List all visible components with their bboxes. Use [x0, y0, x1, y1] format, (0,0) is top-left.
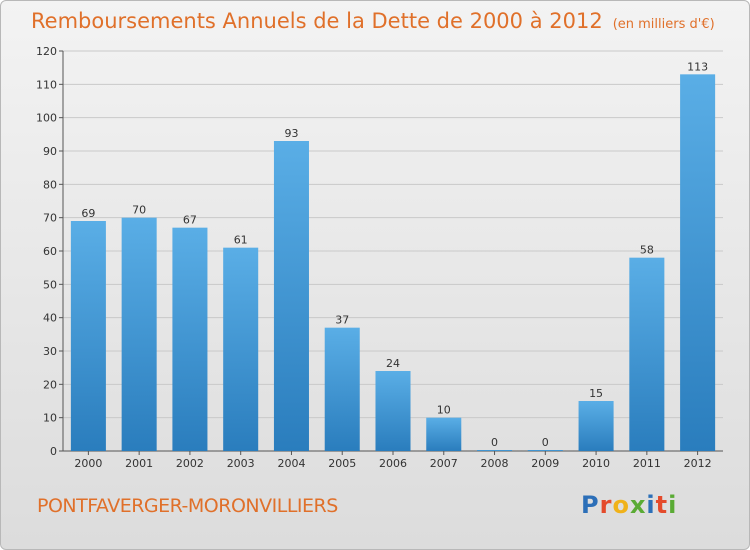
x-tick-label: 2002 [176, 457, 204, 470]
y-tick-label: 0 [50, 445, 57, 458]
data-label: 93 [284, 127, 298, 140]
y-tick-label: 80 [43, 178, 57, 191]
x-tick-label: 2011 [633, 457, 661, 470]
y-tick-label: 60 [43, 245, 57, 258]
bar [324, 327, 360, 451]
bar [375, 371, 411, 451]
data-label: 15 [589, 387, 603, 400]
proxiti-logo: Proxiti [581, 491, 677, 519]
x-tick-label: 2009 [531, 457, 559, 470]
x-tick-label: 2010 [582, 457, 610, 470]
bars [70, 74, 716, 451]
logo-letter: t [655, 491, 669, 519]
bar [578, 401, 614, 451]
data-label: 69 [81, 207, 95, 220]
x-tick-label: 2003 [227, 457, 255, 470]
y-tick-label: 110 [36, 78, 57, 91]
chart-title: Remboursements Annuels de la Dette de 20… [31, 9, 715, 33]
logo-letter: P [581, 491, 600, 519]
bar [70, 221, 106, 451]
y-tick-label: 30 [43, 345, 57, 358]
logo-letter: i [646, 491, 656, 519]
data-label: 70 [132, 204, 146, 217]
labels: 0102030405060708090100110120692000702001… [36, 45, 712, 470]
data-label: 24 [386, 357, 400, 370]
y-tick-label: 40 [43, 312, 57, 325]
bar [629, 257, 665, 451]
y-tick-label: 120 [36, 45, 57, 58]
bar [172, 227, 208, 451]
data-label: 67 [183, 214, 197, 227]
y-tick-label: 50 [43, 278, 57, 291]
data-label: 61 [234, 234, 248, 247]
bar-chart: 0102030405060708090100110120692000702001… [36, 45, 723, 470]
data-label: 0 [542, 436, 549, 449]
logo-letter: o [612, 491, 630, 519]
data-label: 37 [335, 314, 349, 327]
chart-unit-label: (en milliers d'€) [612, 17, 715, 32]
logo-letter: x [629, 491, 647, 519]
bar [527, 450, 563, 451]
x-tick-label: 2012 [684, 457, 712, 470]
x-tick-label: 2000 [74, 457, 102, 470]
bar [223, 247, 259, 451]
city-name: PONTFAVERGER-MORONVILLIERS [37, 495, 338, 517]
data-label: 113 [687, 60, 708, 73]
logo-letter: r [599, 491, 613, 519]
bar [426, 417, 462, 451]
y-tick-label: 90 [43, 145, 57, 158]
x-tick-label: 2004 [277, 457, 305, 470]
chart-title-text: Remboursements Annuels de la Dette de 20… [31, 9, 603, 33]
logo-letter: i [668, 491, 678, 519]
x-tick-label: 2008 [481, 457, 509, 470]
data-label: 58 [640, 244, 654, 257]
x-tick-label: 2007 [430, 457, 458, 470]
bar [477, 450, 513, 451]
data-label: 10 [437, 404, 451, 417]
y-tick-label: 70 [43, 212, 57, 225]
bar [121, 217, 157, 451]
x-tick-label: 2005 [328, 457, 356, 470]
y-tick-label: 10 [43, 412, 57, 425]
y-tick-label: 20 [43, 378, 57, 391]
bar [273, 141, 309, 451]
x-tick-label: 2006 [379, 457, 407, 470]
data-label: 0 [491, 436, 498, 449]
bar [680, 74, 716, 451]
x-tick-label: 2001 [125, 457, 153, 470]
y-tick-label: 100 [36, 112, 57, 125]
